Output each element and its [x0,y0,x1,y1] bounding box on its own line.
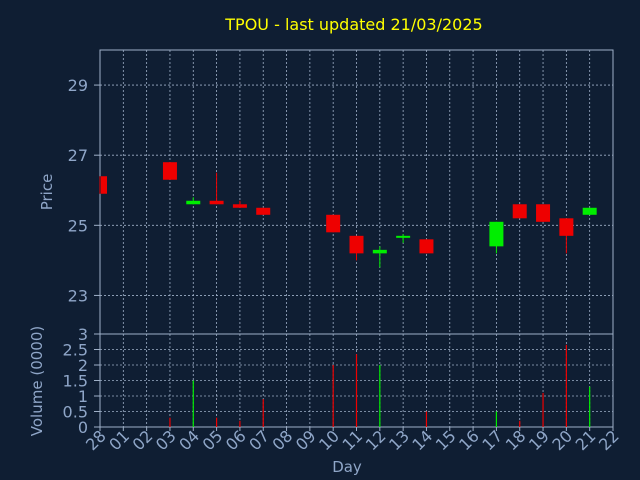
candle-body [559,218,574,236]
x-tick-label: 22 [595,426,623,454]
candle-body [232,204,247,208]
volume-axis-label: Volume (0000) [28,326,46,436]
candle-body [349,235,364,254]
candle-body [536,204,551,222]
candle-03 [162,162,177,180]
candle-05 [209,172,224,205]
candle-18 [512,204,527,219]
candle-body [512,204,527,219]
candle-body [489,221,504,247]
volume-bars [169,344,591,427]
price-y-tick-label: 25 [68,216,88,235]
candle-body [101,176,107,194]
candle-28 [99,176,107,194]
volume-panel: 32.521.510.50 Volume (0000) [28,325,614,437]
candle-19 [536,204,551,222]
price-y-tick-label: 29 [68,76,88,95]
volume-y-tick-label: 3 [78,325,88,344]
price-gridlines [100,50,613,334]
volume-y-tick-labels: 32.521.510.50 [63,325,100,437]
x-axis-label: Day [332,458,362,476]
candle-body [186,200,201,205]
candle-14 [419,239,434,254]
candle-20 [559,218,574,254]
candle-11 [349,235,364,261]
candle-body [256,207,271,215]
candles [99,162,597,268]
candle-17 [489,221,504,254]
candle-body [419,239,434,254]
price-panel: 29 27 25 23 Price [38,49,614,335]
candle-body [162,162,177,180]
price-axis-label: Price [38,174,56,211]
x-tick-labels: 2801020304050607080910111213141516171819… [82,426,623,454]
candle-body [396,235,411,238]
candle-07 [256,207,271,215]
candle-body [372,249,387,254]
price-y-tick-labels: 29 27 25 23 [68,76,100,305]
candle-12 [372,246,387,268]
candle-body [582,207,597,215]
candle-21 [582,207,597,215]
candle-10 [326,214,341,233]
volume-y-tick-label: 2.5 [63,341,88,360]
candle-06 [232,200,247,208]
volume-y-tick-label: 0 [78,418,88,437]
candle-13 [396,234,411,243]
volume-y-tick-label: 2 [78,356,88,375]
volume-y-tick-label: 1 [78,387,88,406]
candle-body [326,214,341,233]
price-y-tick-label: 23 [68,286,88,305]
candle-04 [186,197,201,205]
volume-y-tick-label: 1.5 [63,372,88,391]
volume-y-tick-label: 0.5 [63,403,88,422]
chart-title: TPOU - last updated 21/03/2025 [224,15,482,34]
price-y-tick-label: 27 [68,146,88,165]
candle-body [209,200,224,205]
